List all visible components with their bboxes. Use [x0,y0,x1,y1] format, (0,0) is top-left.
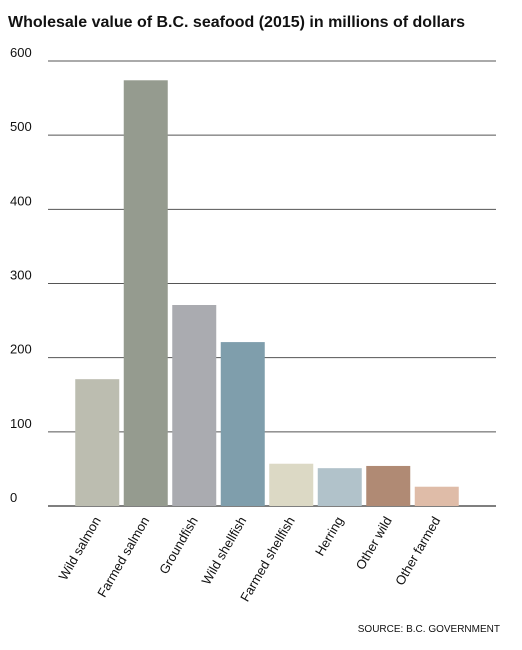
bar [317,468,362,506]
x-tick-label: Farmed salmon [94,514,152,600]
x-tick-label: Wild shellfish [198,514,249,587]
bar [269,463,314,506]
source: SOURCE: B.C. GOVERNMENT [358,624,500,635]
x-tick-label: Wild salmon [55,514,103,583]
y-tick-label: 100 [10,416,32,431]
y-tick-label: 200 [10,342,32,357]
y-tick-label: 300 [10,268,32,283]
bar [123,80,168,507]
chart-title: Wholesale value of B.C. seafood (2015) i… [8,14,465,31]
x-tick-label: Herring [312,514,346,558]
y-tick-label: 600 [10,45,32,60]
x-tick-label: Other farmed [392,514,443,588]
bar [220,342,265,506]
bar [414,486,459,506]
y-tick-label: 500 [10,119,32,134]
bar [75,379,120,506]
y-tick-label: 0 [10,490,17,505]
bar [172,305,217,506]
bar [366,465,411,506]
x-tick-label: Farmed shellfish [237,514,298,604]
x-tick-label: Other wild [353,514,395,572]
x-tick-label: Groundfish [156,514,201,577]
y-tick-label: 400 [10,193,32,208]
